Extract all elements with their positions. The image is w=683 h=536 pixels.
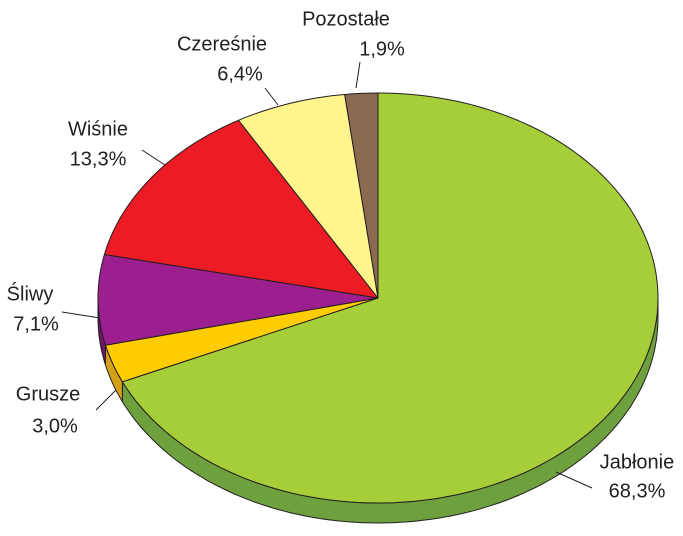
slice-value-label: 68,3% (609, 480, 666, 502)
slice (97, 254, 379, 346)
slice (105, 297, 379, 383)
slice-label: Wiśnie (68, 118, 128, 140)
leader-line (355, 61, 361, 89)
slice (238, 94, 379, 299)
leader-line (555, 471, 593, 489)
slice-label: Śliwy (7, 281, 54, 305)
leader-line (61, 311, 101, 319)
leader-line (264, 87, 279, 106)
leader-line (95, 389, 117, 411)
slice (344, 92, 379, 299)
leader-line (141, 149, 166, 166)
slice (103, 119, 379, 299)
slice-label: Jabłonie (600, 451, 675, 473)
slice (121, 92, 659, 504)
slice-value-label: 6,4% (217, 63, 263, 85)
slice-value-label: 13,3% (70, 148, 127, 170)
slice-label: Grusze (16, 383, 80, 405)
slice-value-label: 1,9% (359, 38, 405, 60)
slice-value-label: 3,0% (32, 415, 78, 437)
slice-label: Pozostałe (302, 8, 390, 30)
slice-value-label: 7,1% (13, 313, 59, 335)
slice-label: Czereśnie (177, 33, 267, 55)
